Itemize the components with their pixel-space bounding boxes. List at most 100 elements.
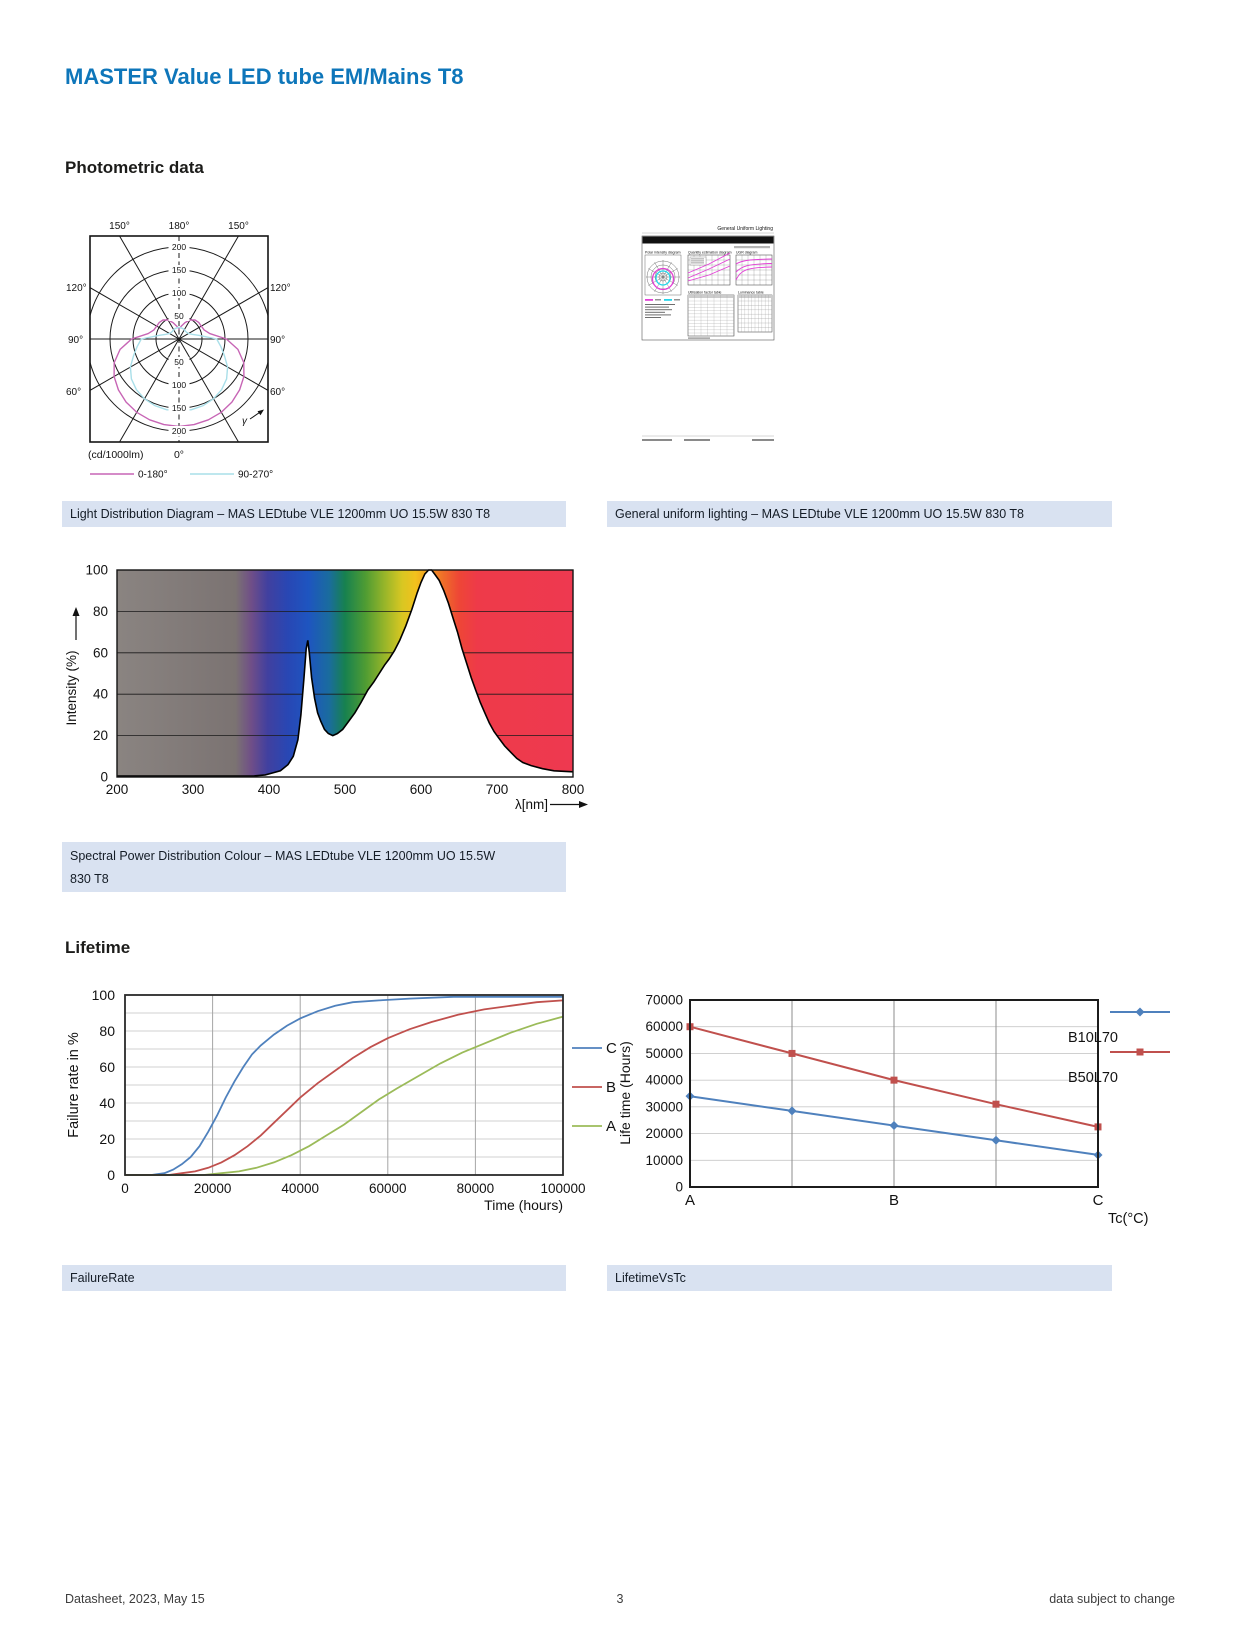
thumbnail-footer-placeholder xyxy=(684,439,710,441)
section-heading-photometric: Photometric data xyxy=(65,158,204,177)
thumbnail-luminance-table-label: Luminance table xyxy=(738,291,764,295)
lifetime-vs-tc-chart: 0 10000 20000 30000 40000 50000 60000 70000 A B C B… xyxy=(617,993,1170,1227)
thumb-text-line xyxy=(645,309,672,311)
lifetime-legend-marker xyxy=(1136,1048,1144,1056)
failure-x-tick: 0 xyxy=(121,1181,129,1196)
page-title: MASTER Value LED tube EM/Mains T8 xyxy=(65,64,464,89)
failure-curve-C xyxy=(125,995,563,1176)
thumbnail-title-bar xyxy=(642,236,774,244)
footer-notice: data subject to change xyxy=(1049,1592,1175,1606)
polar-angle-label: 150° xyxy=(109,221,130,232)
thumbnail-header: General Uniform Lighting xyxy=(717,226,773,232)
lifetime-x-tick: B xyxy=(889,1192,899,1209)
failure-x-tick: 40000 xyxy=(281,1181,319,1196)
polar-scale-label: 50 xyxy=(174,357,184,367)
rect-shape xyxy=(674,299,680,301)
polar-angle-label: 180° xyxy=(169,221,190,232)
spd-y-tick: 100 xyxy=(85,563,108,578)
lifetime-x-tick: A xyxy=(685,1192,695,1209)
section-heading-lifetime: Lifetime xyxy=(65,938,131,957)
lifetime-y-tick: 30000 xyxy=(645,1099,683,1114)
path-shape xyxy=(735,258,773,265)
polar-angle-label: 90° xyxy=(68,335,83,346)
failure-legend-label: A xyxy=(606,1118,616,1135)
polar-gamma-arrowhead xyxy=(257,409,264,416)
lifetime-y-axis-title: Life time (Hours) xyxy=(617,1041,633,1144)
polar-angle-label: 120° xyxy=(66,283,87,294)
caption-lifetime-vs-tc: LifetimeVsTc xyxy=(607,1265,1112,1291)
general-uniform-lighting-thumbnail: General Uniform Lighting 1 x TLED 15.5W … xyxy=(614,220,776,448)
polar-scale-label: 200 xyxy=(172,242,186,252)
polar-scale-label: 100 xyxy=(172,380,186,390)
rect-shape xyxy=(691,260,704,262)
polar-scale-label-bg xyxy=(168,380,190,390)
thumb-text-line xyxy=(688,337,710,339)
polar-unit-label: (cd/1000lm) xyxy=(88,449,143,461)
spd-x-tick: 600 xyxy=(410,782,433,797)
polar-light-distribution-chart: 50 50 100 100 150 150 200 200 150° 180° 150° 120° 90… xyxy=(66,221,291,481)
failure-y-tick: 60 xyxy=(99,1059,115,1075)
lifetime-marker-B50L70 xyxy=(788,1049,796,1057)
thumb-polar-cyan xyxy=(655,270,671,286)
polyline-shape xyxy=(687,258,731,279)
lifetime-vs-tc-content: 0 10000 20000 30000 40000 50000 60000 70000 A B C B… xyxy=(645,993,1170,1209)
polar-angle-label: 60° xyxy=(66,387,81,398)
polar-scale-label-bg xyxy=(168,265,190,275)
thumb-text-line xyxy=(645,314,671,316)
lifetime-marker-B50L70 xyxy=(890,1076,898,1084)
lifetime-frame xyxy=(689,999,1099,1188)
failure-y-tick: 20 xyxy=(99,1131,115,1147)
lifetime-y-tick: 40000 xyxy=(645,1073,683,1088)
spd-y-tick: 0 xyxy=(100,770,108,785)
spd-x-tick: 700 xyxy=(486,782,509,797)
thumb-text-line xyxy=(645,304,675,305)
failure-y-tick: 0 xyxy=(107,1167,115,1183)
caption-general-uniform-lighting: General uniform lighting – MAS LEDtube V… xyxy=(607,501,1112,527)
polyline-shape xyxy=(687,252,731,274)
thumb-luminance-table xyxy=(737,294,773,333)
rect-shape xyxy=(687,294,735,337)
rect-shape xyxy=(691,258,704,260)
failure-rate-chart: 0 20 40 60 80 100 0 20000 40000 60000 80000 100000 C… xyxy=(66,987,617,1213)
footer-page-number: 3 xyxy=(616,1592,624,1606)
caption-spd-line1: Spectral Power Distribution Colour – MAS… xyxy=(70,849,496,863)
thumb-utilisation-table xyxy=(687,294,735,337)
failure-x-axis-title: Time (hours) xyxy=(484,1197,563,1213)
thumbnail-utilisation-table-label: Utilisation factor table xyxy=(688,291,722,295)
rect-shape xyxy=(691,262,704,264)
thumb-polar-frame xyxy=(644,254,682,296)
thumb-ugr-chart xyxy=(735,254,773,286)
polar-angle-label: 90° xyxy=(270,335,285,346)
caption-light-distribution: Light Distribution Diagram – MAS LEDtube… xyxy=(62,501,566,527)
thumb-text-line xyxy=(645,311,665,313)
polar-scale-label: 50 xyxy=(174,311,184,321)
failure-x-tick: 80000 xyxy=(457,1181,495,1196)
thumbnail-subtitle-placeholder xyxy=(734,246,770,249)
spd-y-axis-title: Intensity (%) xyxy=(64,650,79,725)
spd-x-tick: 400 xyxy=(258,782,281,797)
lifetime-marker-B10L70 xyxy=(991,1135,1001,1145)
failure-curve-B xyxy=(125,999,564,1176)
path-shape xyxy=(735,266,773,281)
thumbnail-quantity-label: Quantity estimation diagram xyxy=(688,251,732,255)
polar-scale-label: 150 xyxy=(172,403,186,413)
spd-x-axis-arrowhead xyxy=(579,801,588,808)
lifetime-marker-B10L70 xyxy=(889,1121,899,1131)
lifetime-x-tick: C xyxy=(1093,1192,1104,1209)
failure-curve-A xyxy=(125,1015,564,1176)
thumbnail-ugr-label: UGR diagram xyxy=(736,251,757,255)
thumbnail-footer-placeholder xyxy=(642,439,672,441)
failure-y-axis-title: Failure rate in % xyxy=(66,1032,82,1138)
lifetime-y-tick: 70000 xyxy=(645,993,683,1008)
thumbnail-title-text: 1 x TLED 15.5W 3000lm xyxy=(685,238,732,243)
spd-curve xyxy=(117,569,574,777)
failure-y-tick: 100 xyxy=(92,987,116,1003)
spd-frame xyxy=(116,569,574,778)
lifetime-y-tick: 0 xyxy=(675,1180,683,1195)
caption-spd-line2: 830 T8 xyxy=(70,872,109,886)
failure-y-tick: 80 xyxy=(99,1023,115,1039)
polar-scale-label-bg xyxy=(168,403,190,413)
thumbnail-graphics xyxy=(644,252,773,339)
spd-y-tick: 20 xyxy=(93,728,108,743)
polar-zero-angle-label: 0° xyxy=(174,449,184,461)
